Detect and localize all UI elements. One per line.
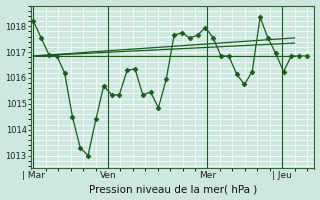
X-axis label: Pression niveau de la mer( hPa ): Pression niveau de la mer( hPa ) (89, 184, 257, 194)
